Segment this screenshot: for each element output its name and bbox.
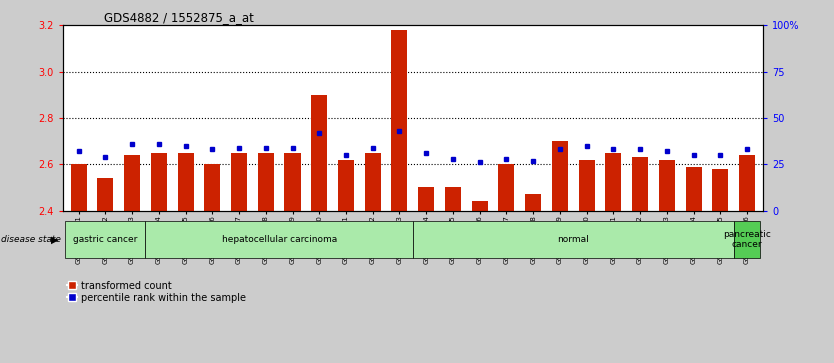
Bar	[284, 153, 300, 211]
Bar	[71, 164, 87, 211]
Text: normal: normal	[557, 235, 589, 244]
Bar	[413, 221, 734, 258]
Bar	[65, 221, 145, 258]
Bar	[472, 201, 488, 211]
Bar	[525, 194, 541, 211]
Legend: transformed count, percentile rank within the sample: transformed count, percentile rank withi…	[68, 281, 246, 303]
Text: ▶: ▶	[51, 234, 58, 245]
Bar	[499, 164, 515, 211]
Text: gastric cancer: gastric cancer	[73, 235, 138, 244]
Text: hepatocellular carcinoma: hepatocellular carcinoma	[222, 235, 337, 244]
Bar	[364, 153, 381, 211]
Bar	[311, 95, 327, 211]
Bar	[151, 153, 167, 211]
Bar	[391, 30, 408, 211]
Bar	[552, 141, 568, 211]
Text: pancreatic
cancer: pancreatic cancer	[723, 230, 771, 249]
Bar	[145, 221, 413, 258]
Bar	[734, 221, 761, 258]
Bar	[632, 157, 648, 211]
Bar	[178, 153, 193, 211]
Bar	[204, 164, 220, 211]
Bar	[124, 155, 140, 211]
Bar	[258, 153, 274, 211]
Bar	[659, 160, 675, 211]
Text: GDS4882 / 1552875_a_at: GDS4882 / 1552875_a_at	[104, 11, 254, 24]
Bar	[338, 160, 354, 211]
Bar	[231, 153, 247, 211]
Bar	[686, 167, 701, 211]
Bar	[605, 153, 621, 211]
Bar	[445, 187, 461, 211]
Text: disease state: disease state	[1, 235, 61, 244]
Bar	[712, 169, 728, 211]
Bar	[418, 187, 435, 211]
Bar	[739, 155, 755, 211]
Bar	[579, 160, 595, 211]
Bar	[98, 178, 113, 211]
